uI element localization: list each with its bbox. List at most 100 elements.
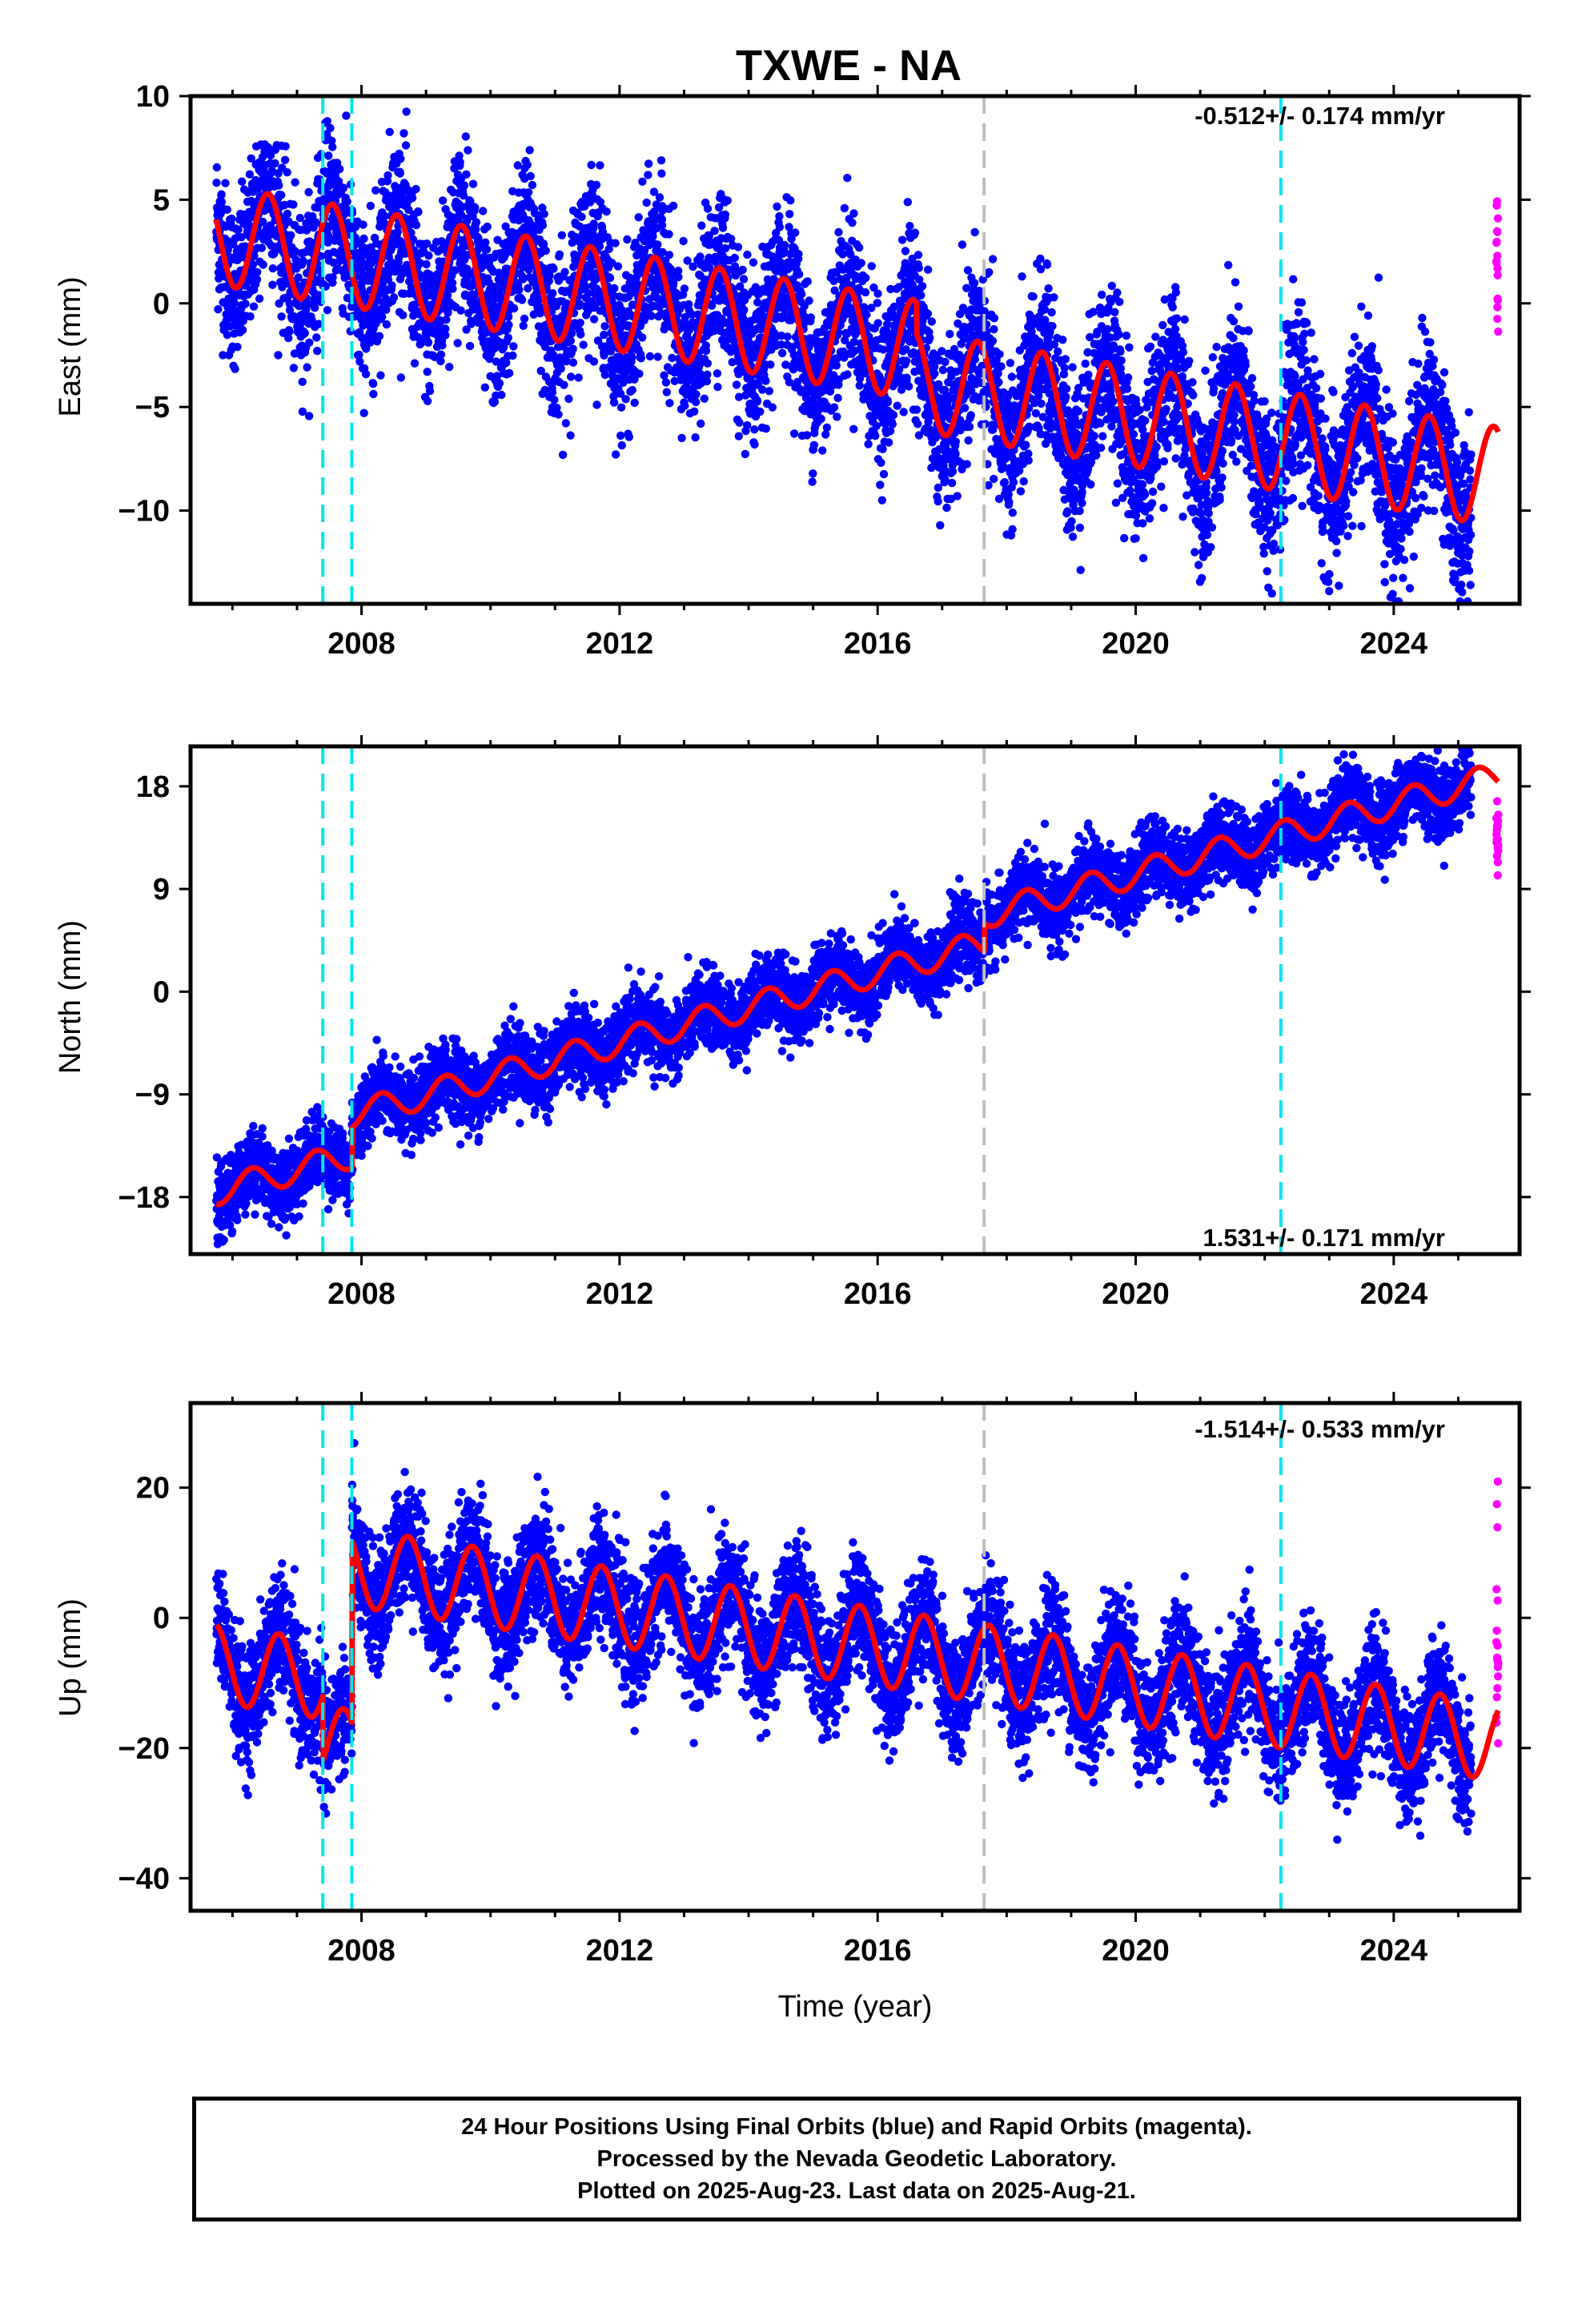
east-point [766, 360, 775, 369]
east-point [1092, 451, 1101, 460]
east-point [656, 156, 666, 165]
east-point [445, 363, 454, 372]
east-point [238, 177, 247, 186]
east-point [298, 377, 307, 386]
east-point [750, 425, 759, 434]
east-point [665, 399, 674, 408]
east-point [287, 231, 295, 239]
east-point [873, 289, 882, 298]
east-point [385, 127, 394, 136]
east-point [246, 312, 255, 321]
east-point [893, 401, 901, 410]
east-point [462, 170, 471, 179]
east-point [339, 183, 348, 192]
east-point [775, 211, 784, 221]
east-point [994, 378, 1003, 387]
east-point [1006, 359, 1015, 368]
east-point [703, 204, 713, 213]
east-point [509, 304, 519, 313]
east-point [743, 250, 752, 259]
east-point [1081, 359, 1090, 368]
east-point [438, 341, 447, 350]
east-point [624, 432, 633, 441]
east-point [271, 159, 279, 168]
east-point [255, 294, 264, 304]
east-point [910, 228, 920, 237]
east-point [438, 196, 448, 205]
east-point [829, 403, 839, 412]
east-point [245, 170, 255, 179]
east-point [903, 198, 913, 207]
east-point [361, 370, 371, 379]
east-point [765, 387, 773, 396]
east-point [602, 207, 611, 216]
east-point [412, 184, 420, 194]
east-point [948, 467, 958, 476]
east-point [655, 193, 665, 202]
east-point [408, 194, 417, 203]
east-point [497, 390, 506, 400]
east-point [508, 351, 517, 360]
east-point [947, 478, 957, 488]
east-point [657, 169, 666, 178]
east-point [281, 142, 290, 151]
east-point [749, 258, 758, 267]
east-point [697, 221, 706, 230]
east-point [990, 325, 998, 334]
east-point [840, 203, 849, 213]
east-point [636, 354, 645, 363]
east-point [252, 275, 262, 284]
east-point [410, 359, 420, 368]
east-point [753, 397, 762, 406]
east-point [291, 178, 299, 187]
east-point [1075, 523, 1085, 533]
east-point [888, 420, 897, 428]
east-point [369, 389, 378, 399]
east-point [648, 232, 657, 241]
east-point [335, 164, 344, 174]
east-point [558, 450, 568, 460]
east-point [589, 315, 599, 324]
east-point [966, 411, 975, 420]
east-point [1068, 533, 1078, 541]
east-point [441, 331, 450, 340]
east-point [342, 111, 351, 120]
east-point [914, 263, 923, 272]
east-point [970, 279, 979, 287]
east-point [304, 187, 313, 197]
east-point [964, 436, 973, 445]
east-point [912, 405, 921, 414]
east-point [610, 283, 619, 293]
east-point [423, 368, 432, 376]
east-point [464, 146, 472, 155]
east-point [359, 220, 367, 229]
east-point [299, 256, 307, 265]
east-point [400, 129, 408, 138]
east-point [691, 433, 700, 442]
east-point [303, 363, 311, 372]
east-point [700, 394, 709, 403]
east-point [657, 221, 667, 230]
east-point [574, 373, 583, 382]
east-point [304, 412, 314, 420]
east-point [595, 242, 604, 251]
east-point [1005, 497, 1014, 507]
east-point [797, 290, 806, 299]
east-point [1084, 370, 1093, 380]
east-point [970, 227, 979, 237]
east-point [710, 227, 719, 235]
east-point [867, 262, 876, 271]
east-point [283, 168, 291, 177]
east-point [848, 219, 857, 227]
east-point [926, 333, 934, 343]
east-point [927, 317, 937, 326]
east-point [217, 197, 227, 207]
east-point [854, 243, 864, 252]
east-point [621, 395, 630, 404]
east-point [557, 231, 566, 239]
east-point [460, 181, 469, 190]
east-point [444, 308, 452, 317]
east-point [587, 160, 596, 170]
east-point [382, 320, 391, 329]
east-point [644, 159, 653, 168]
